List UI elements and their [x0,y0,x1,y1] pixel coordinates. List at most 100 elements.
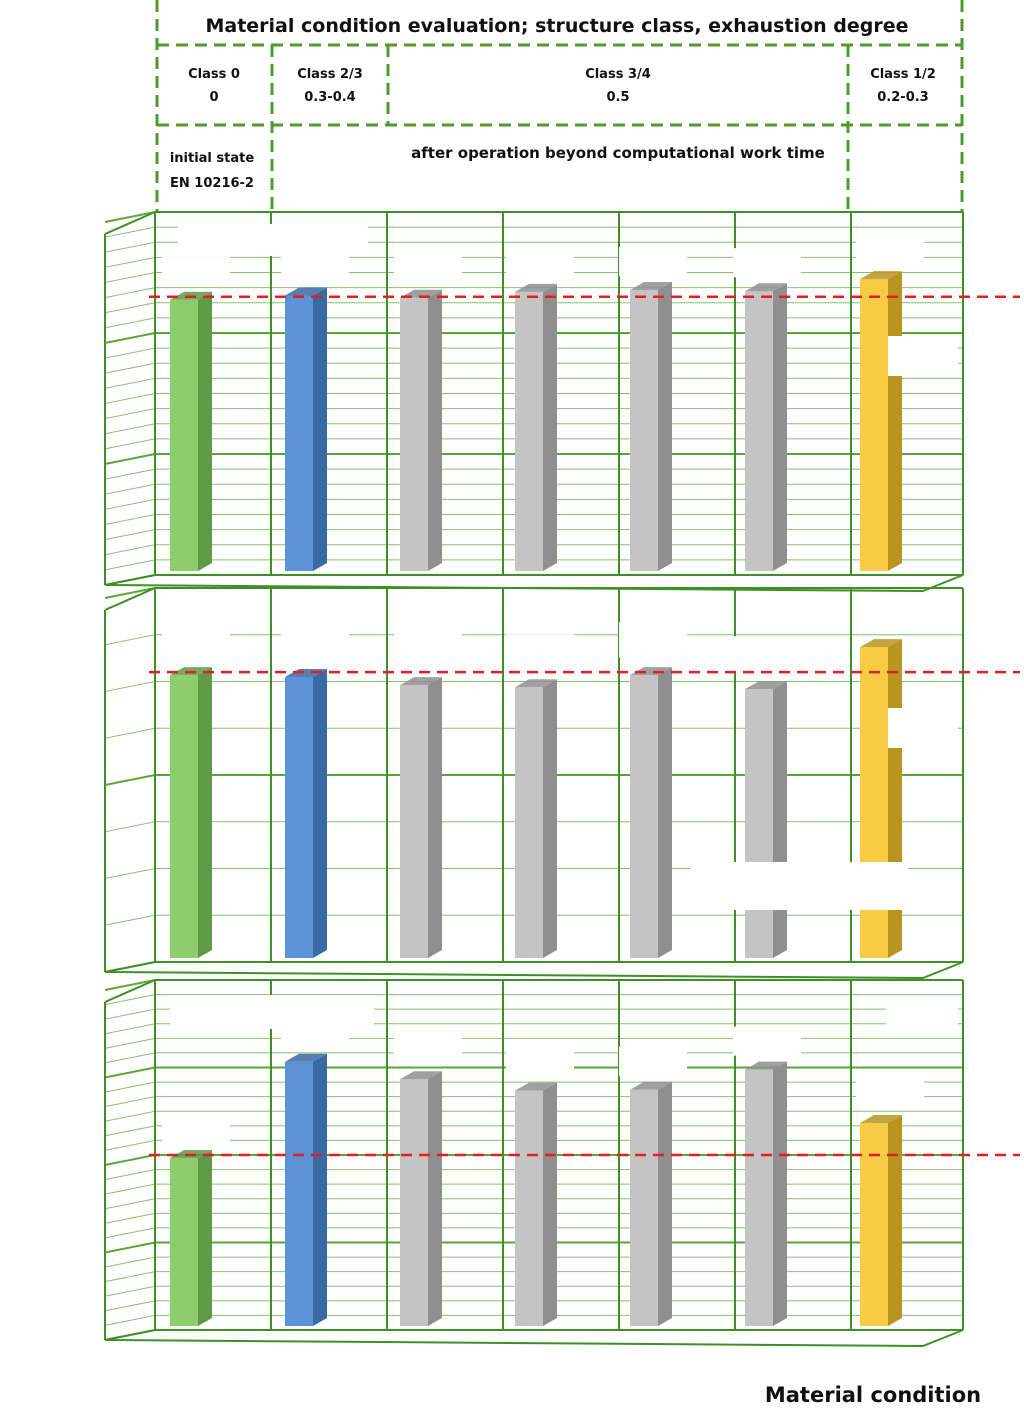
bar-1 [281,624,349,958]
bar-top [285,287,327,296]
gridline [104,1169,156,1181]
bar-front [745,291,773,571]
bar-6 [856,1080,924,1326]
gridline [104,1154,156,1166]
bar-front [285,1061,313,1326]
bar-top [630,1081,672,1090]
bar-2 [394,1036,462,1326]
annotation-bg [886,996,958,1030]
bar-3 [506,1047,574,1326]
gridline [104,774,156,786]
bar-front [400,685,428,958]
gridline [104,1139,156,1151]
bar-top [285,1053,327,1062]
header-title: Material condition evaluation; structure… [205,15,908,37]
bar-front [860,1123,888,1326]
bar-side [313,669,327,958]
value-label-bg [506,1047,574,1077]
gridline [104,393,156,404]
gridline [104,226,156,238]
bar-side [658,667,672,958]
bar-side [428,677,442,958]
bar-side [888,1115,902,1326]
chart-panel [104,211,1020,593]
gridline [104,914,156,926]
gridline [104,681,156,692]
gridline [104,408,156,420]
bar-side [658,1081,672,1326]
bar-top [515,679,557,688]
gridline [104,317,156,329]
class-0-degree: 0 [209,90,218,105]
gridline [104,211,156,223]
gridline [104,438,156,450]
bar-side [658,282,672,571]
gridline [104,994,156,1006]
gridline [104,302,156,314]
gridline [104,1314,156,1326]
class-1-name: Class 2/3 [297,67,363,82]
bar-side [198,1150,212,1326]
chart-panel [104,587,1020,980]
value-label-bg [856,594,924,630]
bar-top [860,639,902,648]
gridline [104,868,156,879]
gridline [104,1096,156,1108]
bar-front [630,675,658,958]
gridline [104,272,156,283]
gridline [104,1110,156,1122]
gridline [104,1241,156,1254]
bar-2 [394,632,462,958]
value-label-bg [506,248,574,278]
bar-side [773,283,787,571]
bar-side [198,291,212,571]
value-label-bg [733,248,801,278]
gridline [104,1037,156,1049]
value-label-bg [856,236,924,266]
gridline [104,514,156,525]
gridline [104,453,156,465]
header: Material condition evaluation; structure… [155,0,964,212]
frame-line [104,211,156,235]
value-label-bg [394,1036,462,1066]
class-2-name: Class 3/4 [585,67,651,82]
header-dashed-lines [155,0,964,212]
bar-front [400,1079,428,1326]
initial-state-line2: EN 10216-2 [170,176,254,191]
bar-side [543,679,557,958]
after-operation-label: after operation beyond computational wor… [411,144,825,162]
bar-side [543,283,557,571]
bar-3 [506,248,574,571]
gridline [104,1271,156,1283]
value-label-bg [394,632,462,668]
value-label-bg [162,1115,230,1144]
bar-front [285,677,313,958]
class-2-degree: 0.5 [606,90,629,105]
gridline [104,1081,156,1093]
class-0-name: Class 0 [188,67,240,82]
bar-4 [619,1046,687,1326]
gridline [104,587,156,599]
bar-front [860,279,888,571]
value-label-bg [506,634,574,670]
frame-line [104,979,156,1003]
value-label-bg [394,254,462,284]
bar-side [773,681,787,958]
bar-3 [506,634,574,958]
bar-top [515,283,557,292]
annotation-bg [690,862,908,910]
bar-side [428,1071,442,1326]
value-label-bg [162,622,230,658]
bar-front [170,1158,198,1326]
gridline [104,468,156,480]
bar-front [630,1089,658,1326]
bar-side [543,1082,557,1326]
bar-top [630,282,672,291]
gridline [104,1066,156,1079]
annotation-bg [170,995,374,1029]
bar-side [313,287,327,571]
value-label-bg [733,1026,801,1056]
value-label-bg [619,622,687,658]
gridline [104,559,156,571]
value-label-bg [733,636,801,672]
